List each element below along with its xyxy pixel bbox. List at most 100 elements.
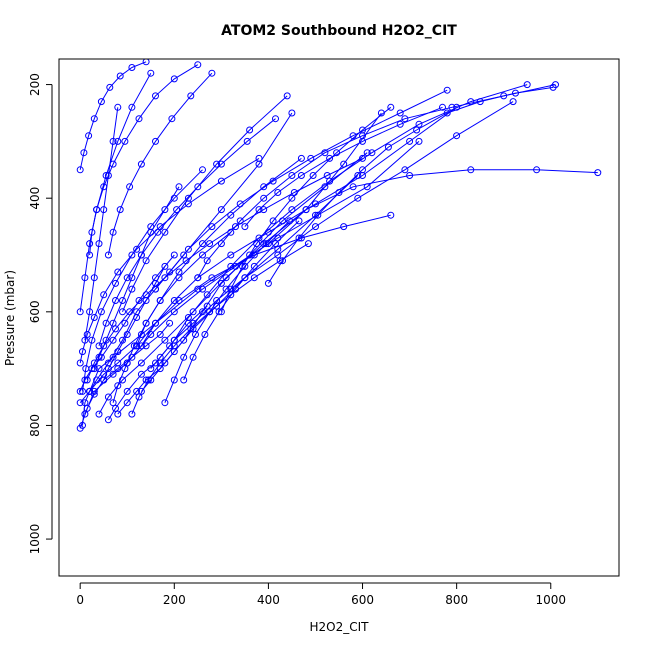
data-point	[272, 240, 279, 248]
data-point	[156, 297, 164, 304]
data-point	[81, 410, 89, 418]
series-line-29	[244, 106, 443, 227]
data-point	[109, 319, 117, 327]
series-line-23	[112, 158, 302, 403]
data-point	[512, 89, 519, 97]
data-point	[83, 331, 91, 338]
data-point	[168, 115, 176, 123]
data-point	[88, 336, 96, 344]
data-point	[184, 194, 192, 202]
data-point	[152, 92, 159, 100]
data-point	[199, 251, 206, 259]
data-point	[443, 109, 451, 117]
data-point	[104, 416, 112, 424]
data-point	[161, 274, 169, 282]
data-point	[269, 177, 277, 185]
data-point	[79, 348, 86, 356]
data-point	[76, 424, 84, 432]
data-point	[232, 285, 239, 293]
data-point	[288, 206, 296, 214]
data-point	[100, 291, 108, 299]
data-point	[274, 251, 282, 259]
data-point	[396, 109, 404, 117]
data-point	[175, 297, 183, 304]
data-point	[368, 149, 376, 157]
data-point	[217, 240, 225, 248]
series-line-27	[220, 106, 392, 312]
y-axis-label: Pressure (mbar)	[3, 270, 17, 366]
data-point	[232, 223, 239, 231]
data-point	[396, 120, 404, 128]
data-point	[170, 342, 178, 350]
data-point	[443, 86, 451, 94]
data-point	[180, 251, 188, 259]
data-point	[109, 137, 117, 145]
data-point	[114, 359, 122, 367]
data-point	[147, 223, 155, 231]
data-point	[76, 166, 84, 174]
plot-data	[76, 59, 602, 432]
data-point	[137, 342, 145, 350]
series-line-22	[82, 169, 203, 392]
data-point	[260, 183, 268, 191]
data-point	[302, 206, 310, 214]
data-point	[170, 194, 178, 202]
data-point	[264, 240, 272, 248]
data-point	[97, 308, 105, 316]
data-point	[217, 177, 225, 185]
data-point	[401, 115, 409, 123]
data-point	[189, 308, 197, 316]
data-point	[387, 211, 395, 219]
data-point	[137, 160, 145, 168]
data-point	[170, 376, 178, 384]
data-point	[250, 251, 258, 259]
data-point	[114, 137, 122, 145]
series-line-34	[267, 86, 554, 284]
data-point	[246, 126, 254, 134]
data-point	[156, 359, 164, 367]
data-point	[359, 154, 366, 162]
data-point	[500, 92, 508, 100]
x-tick-label: 600	[351, 593, 374, 607]
data-point	[95, 240, 103, 248]
data-point	[76, 308, 84, 316]
data-point	[109, 370, 117, 378]
data-point	[359, 126, 366, 134]
data-point	[349, 183, 357, 191]
data-point	[161, 336, 169, 344]
data-point	[295, 234, 303, 242]
data-point	[114, 410, 122, 418]
data-point	[260, 206, 268, 214]
data-point	[467, 166, 475, 174]
data-point	[133, 387, 141, 395]
data-point	[137, 359, 145, 367]
series-line-16	[122, 95, 288, 312]
data-point	[88, 228, 96, 236]
series-line-2	[84, 112, 382, 415]
data-point	[142, 319, 150, 327]
data-point	[194, 183, 202, 191]
data-point	[194, 61, 202, 69]
data-point	[170, 297, 178, 304]
x-tick-label: 400	[257, 593, 280, 607]
data-point	[227, 211, 235, 219]
data-point	[199, 166, 206, 174]
data-point	[119, 376, 126, 384]
data-point	[274, 189, 282, 196]
series-line-31	[131, 243, 309, 415]
data-point	[142, 291, 150, 299]
data-point	[121, 319, 129, 327]
data-point	[100, 206, 108, 214]
data-point	[142, 257, 150, 265]
data-point	[184, 314, 192, 321]
data-point	[227, 291, 235, 299]
data-point	[106, 83, 114, 91]
data-point	[448, 103, 456, 111]
data-point	[147, 69, 155, 77]
data-point	[264, 279, 272, 287]
data-point	[549, 83, 557, 91]
data-point	[147, 365, 155, 373]
data-point	[203, 291, 211, 299]
data-point	[128, 410, 136, 418]
data-point	[406, 137, 414, 145]
